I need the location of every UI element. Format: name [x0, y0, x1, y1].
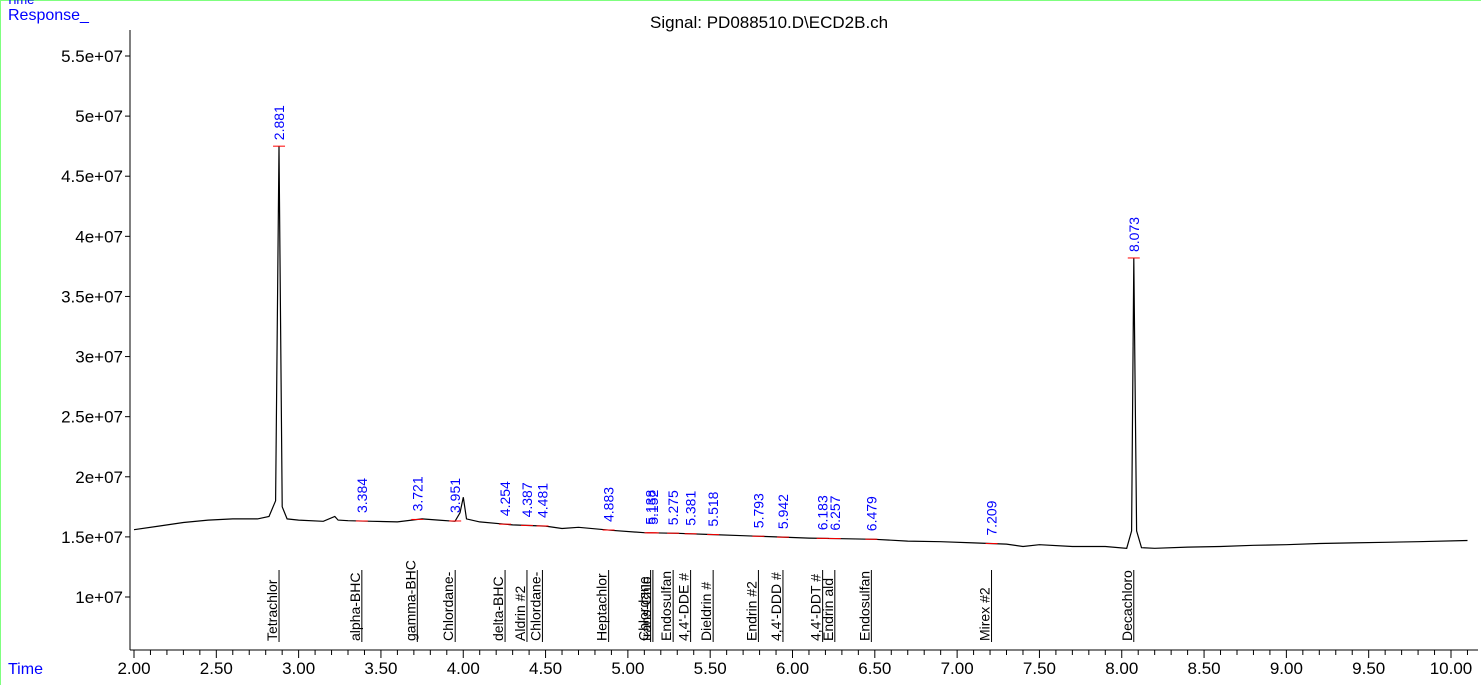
compound-label: gamma-BHC — [402, 560, 418, 641]
compound-label: Tetrachlor — [264, 579, 280, 641]
compound-label: 4,4'-DDT # — [808, 574, 824, 641]
x-tick-label: 6.50 — [858, 659, 891, 678]
compound-label: Aldrin #2 — [512, 586, 528, 641]
compound-label: 4,4'-DDE # — [676, 573, 692, 641]
y-tick-label: 3.5e+07 — [61, 287, 123, 306]
compound-label: Endosulfan — [856, 571, 872, 641]
y-axis-title: Response_ — [8, 7, 89, 24]
y-tick-label: 2e+07 — [75, 468, 123, 487]
peak-rt-label: 5.518 — [705, 491, 721, 526]
compound-label: alpha-BHC — [347, 573, 363, 641]
x-tick-label: 9.50 — [1352, 659, 1385, 678]
compound-label: Heptachlor — [594, 573, 610, 641]
peak-rt-label: 3.384 — [354, 478, 370, 513]
peak-rt-label: 4.387 — [519, 482, 535, 517]
compound-label: Mirex #2 — [977, 587, 993, 641]
peak-rt-label: 3.721 — [409, 476, 425, 511]
y-tick-label: 5e+07 — [75, 107, 123, 126]
compound-label: Dieldrin # — [698, 582, 714, 641]
compound-label: Endrin #2 — [743, 581, 759, 641]
signal-trace — [133, 146, 1468, 549]
compound-label: Chlordane- — [527, 571, 543, 641]
x-tick-label: 8.00 — [1105, 659, 1138, 678]
compound-label: Decachloro — [1119, 570, 1135, 641]
compound-label: Endosulfan — [658, 571, 674, 641]
x-tick-label: 3.50 — [364, 659, 397, 678]
x-tick-label: 3.00 — [282, 659, 315, 678]
peak-rt-label: 5.275 — [665, 490, 681, 525]
compound-label: Chlordane- — [440, 571, 456, 641]
compound-label: trans-Chlo — [638, 576, 654, 641]
x-tick-label: 8.50 — [1188, 659, 1221, 678]
y-tick-label: 2.5e+07 — [61, 408, 123, 427]
peak-rt-label: 4.883 — [601, 487, 617, 522]
compound-label: Chlordane — [636, 576, 652, 641]
peak-rt-label: 6.479 — [863, 496, 879, 531]
x-tick-label: 10.00 — [1430, 659, 1473, 678]
y-tick-label: 3e+07 — [75, 348, 123, 367]
compound-label: Endrin ald — [820, 578, 836, 641]
peak-rt-label: 5.381 — [683, 491, 699, 526]
x-tick-label: 5.50 — [694, 659, 727, 678]
y-tick-label: 1.5e+07 — [61, 528, 123, 547]
y-tick-label: 4.5e+07 — [61, 167, 123, 186]
x-axis-title: Time — [8, 661, 43, 678]
x-tick-label: 2.00 — [117, 659, 150, 678]
peak-rt-label: 4.254 — [497, 481, 513, 516]
x-tick-label: 4.50 — [529, 659, 562, 678]
peak-rt-label: 2.881 — [271, 105, 287, 140]
x-tick-label: 6.00 — [776, 659, 809, 678]
y-tick-label: 4e+07 — [75, 227, 123, 246]
x-tick-label: 5.00 — [611, 659, 644, 678]
peak-rt-label: 8.073 — [1126, 217, 1142, 252]
top-time-label: Time — [6, 0, 34, 8]
peak-rt-label: 6.183 — [815, 495, 831, 530]
y-tick-label: 5.5e+07 — [61, 47, 123, 66]
peak-rt-label: 4.481 — [534, 483, 550, 518]
peak-rt-label: 5.138 — [643, 490, 659, 525]
x-tick-label: 7.00 — [941, 659, 974, 678]
peak-rt-label: 5.793 — [750, 493, 766, 528]
peak-rt-label: 3.951 — [447, 478, 463, 513]
peak-rt-label: 6.257 — [827, 495, 843, 530]
compound-label: delta-BHC — [490, 576, 506, 641]
x-tick-label: 2.50 — [200, 659, 233, 678]
x-tick-label: 9.00 — [1270, 659, 1303, 678]
x-tick-label: 7.50 — [1023, 659, 1056, 678]
compound-label: 4,4'-DDD # — [768, 572, 784, 641]
peak-rt-label: 5.942 — [775, 494, 791, 529]
peak-rt-label: 5.152 — [645, 490, 661, 525]
chart-title: Signal: PD088510.D\ECD2B.ch — [650, 13, 889, 32]
peak-rt-label: 7.209 — [984, 500, 1000, 535]
y-tick-label: 1e+07 — [75, 588, 123, 607]
x-tick-label: 4.00 — [447, 659, 480, 678]
